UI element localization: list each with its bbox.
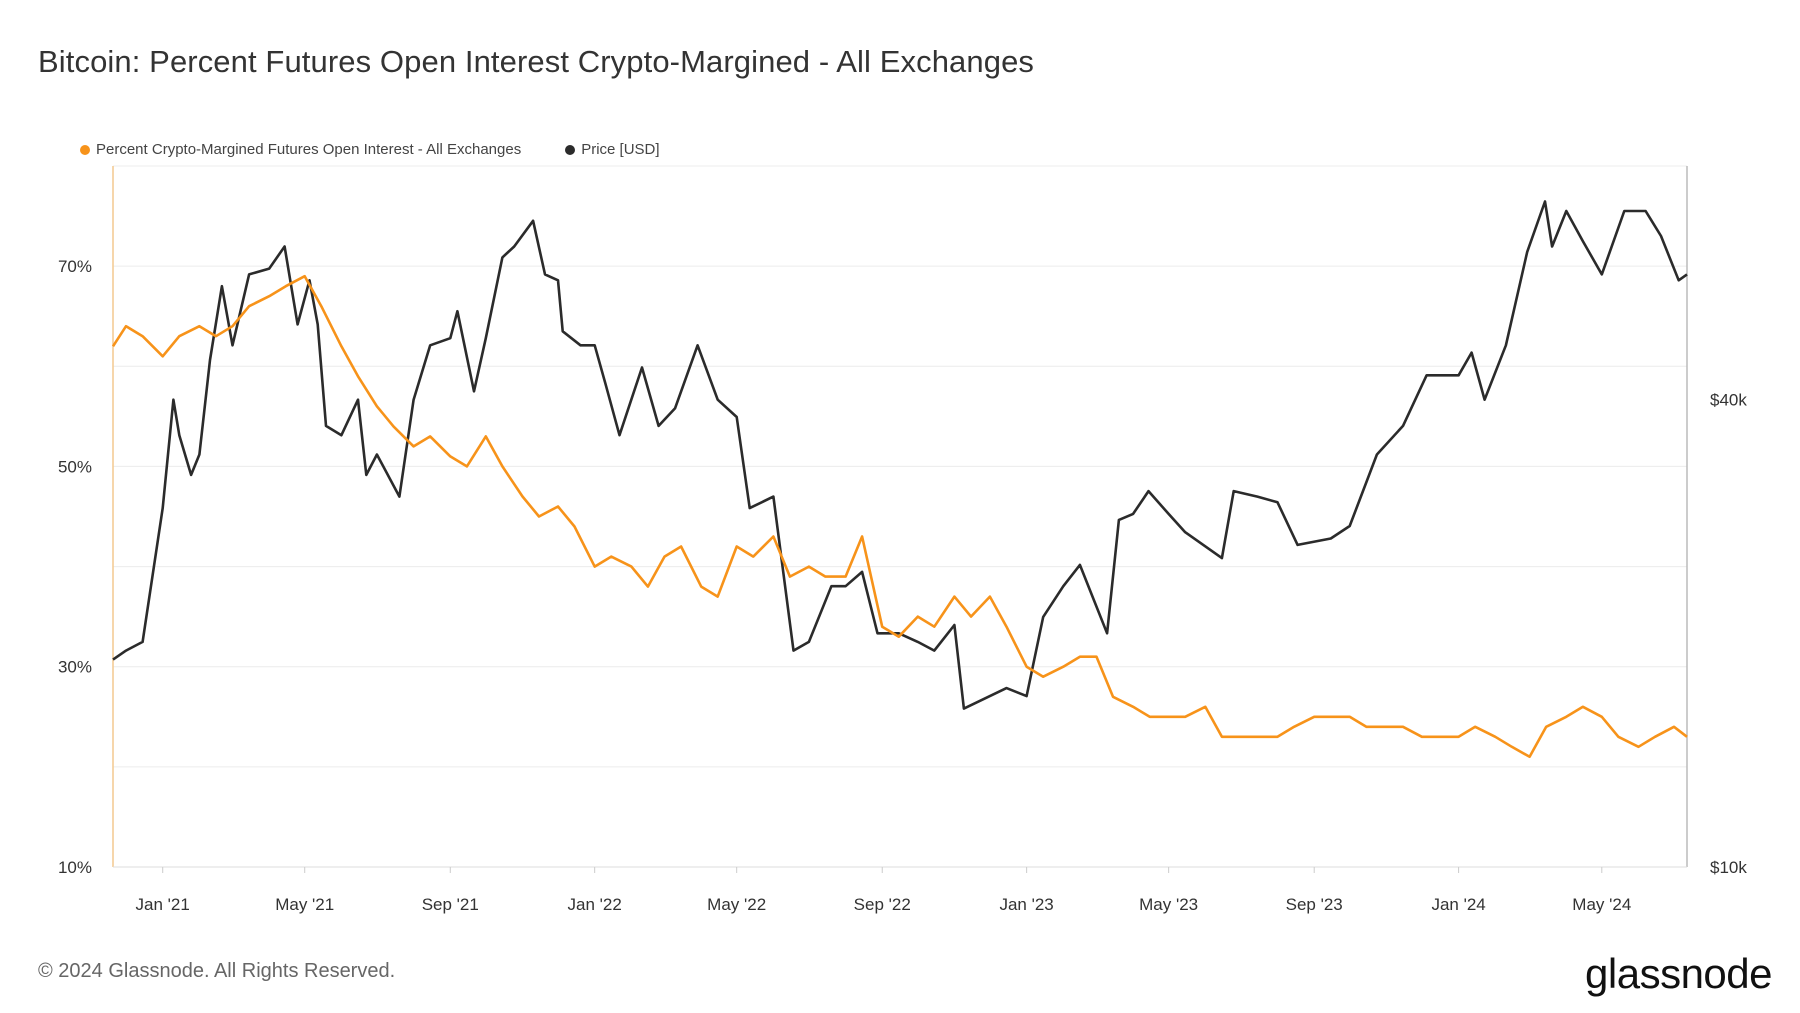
x-tick-label: Sep '22 — [854, 895, 911, 914]
legend-item-price[interactable]: Price [USD] — [565, 141, 660, 158]
copyright-footer: © 2024 Glassnode. All Rights Reserved. — [38, 960, 396, 982]
x-tick-label: Sep '23 — [1286, 895, 1343, 914]
y-left-tick-label: 70% — [58, 257, 92, 276]
legend-label-price: Price [USD] — [581, 141, 660, 158]
chart-legend: Percent Crypto-Margined Futures Open Int… — [80, 141, 660, 158]
y-right-tick-label: $10k — [1710, 858, 1747, 877]
y-right-tick-label: $40k — [1710, 391, 1747, 410]
legend-dot-price — [565, 144, 576, 155]
x-tick-label: Sep '21 — [422, 895, 479, 914]
y-left-tick-label: 30% — [58, 658, 92, 677]
x-tick-label: May '24 — [1572, 895, 1631, 914]
y-left-tick-label: 50% — [58, 457, 92, 476]
glassnode-logo: glassnode — [1585, 950, 1772, 997]
legend-label-oi: Percent Crypto-Margined Futures Open Int… — [96, 141, 522, 158]
price-series-line — [112, 200, 1688, 710]
x-tick-label: May '21 — [275, 895, 334, 914]
x-tick-label: May '23 — [1139, 895, 1198, 914]
x-tick-label: Jan '24 — [1431, 895, 1485, 914]
x-tick-label: May '22 — [707, 895, 766, 914]
x-tick-label: Jan '21 — [136, 895, 190, 914]
chart-title: Bitcoin: Percent Futures Open Interest C… — [38, 44, 1035, 79]
y-left-tick-label: 10% — [58, 858, 92, 877]
legend-item-oi[interactable]: Percent Crypto-Margined Futures Open Int… — [80, 141, 521, 158]
x-tick-label: Jan '23 — [999, 895, 1053, 914]
x-tick-label: Jan '22 — [568, 895, 622, 914]
oi-series-line — [111, 274, 1688, 759]
legend-dot-oi — [80, 144, 90, 155]
